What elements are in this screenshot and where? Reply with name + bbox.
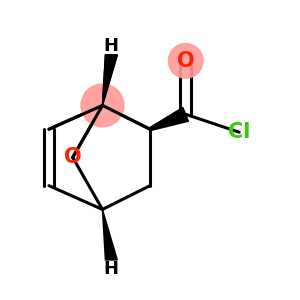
Text: H: H [104, 37, 119, 55]
Text: H: H [104, 260, 119, 278]
Polygon shape [102, 55, 117, 105]
Text: O: O [64, 147, 82, 167]
Text: Cl: Cl [228, 122, 250, 142]
Polygon shape [102, 55, 117, 105]
Text: O: O [177, 51, 194, 71]
Circle shape [81, 84, 124, 127]
Circle shape [168, 44, 203, 78]
Polygon shape [149, 107, 188, 130]
Polygon shape [102, 209, 117, 260]
